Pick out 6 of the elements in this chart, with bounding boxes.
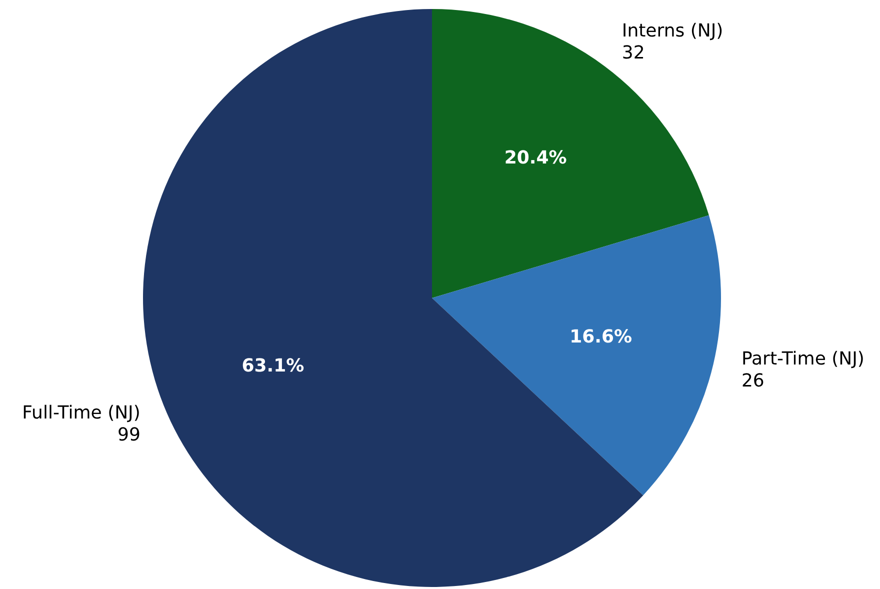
slice-label: Part-Time (NJ) 26 [741,348,864,392]
data-label: 20.4% [504,148,567,169]
data-label: 63.1% [242,356,304,377]
slice-label: Full-Time (NJ) 99 [22,402,140,446]
data-label: 16.6% [570,326,632,348]
slice-label: Interns (NJ) 32 [622,20,724,64]
